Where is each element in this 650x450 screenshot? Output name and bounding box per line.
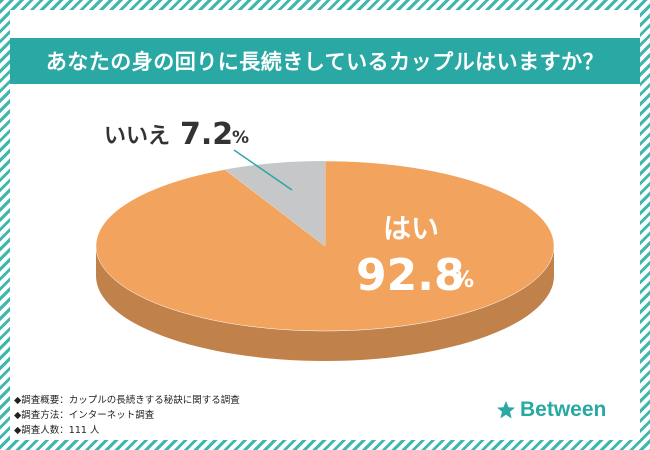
brand-name: Between — [520, 398, 607, 421]
brand-logo: Between — [496, 398, 606, 422]
note-method: ◆調査方法：インターネット調査 — [14, 410, 155, 421]
value-yes: 92.8 — [356, 250, 465, 301]
star-icon — [497, 401, 515, 419]
pie-side-yes — [96, 246, 554, 361]
unit-yes: % — [452, 268, 474, 293]
survey-notes: ◆調査概要：カップルの長続きする秘訣に関する調査 ◆調査方法：インターネット調査… — [14, 393, 240, 438]
leader-line — [233, 149, 293, 191]
label-no: いいえ — [104, 124, 170, 149]
note-summary: ◆調査概要：カップルの長続きする秘訣に関する調査 — [14, 395, 240, 406]
pie-slice-no — [224, 161, 325, 246]
unit-no: % — [232, 128, 249, 148]
label-yes: はい — [383, 212, 439, 245]
chart-title: あなたの身の回りに長続きしているカップルはいますか？ — [10, 38, 640, 84]
note-count: ◆調査人数：111 人 — [14, 425, 100, 436]
value-no: 7.2 — [180, 117, 233, 152]
pie-slice-yes — [95, 160, 555, 332]
